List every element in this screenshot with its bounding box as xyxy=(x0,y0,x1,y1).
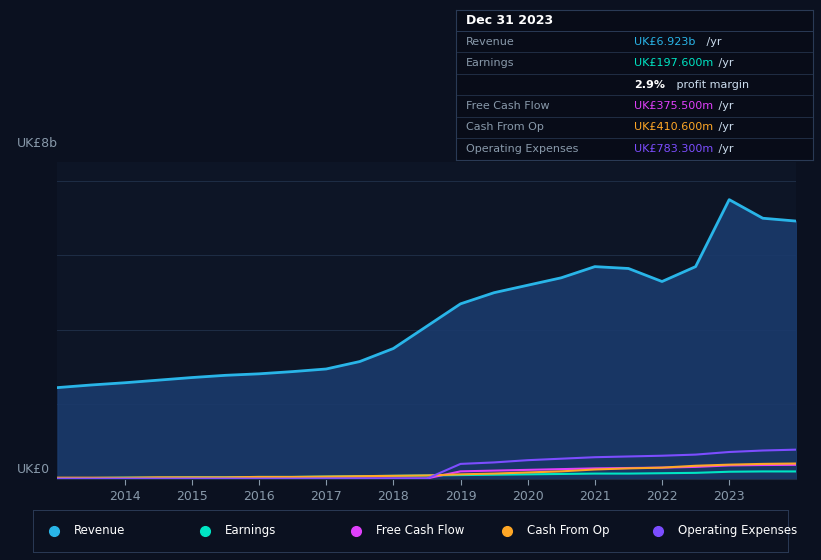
Text: Free Cash Flow: Free Cash Flow xyxy=(376,524,464,537)
Text: /yr: /yr xyxy=(715,144,734,154)
Text: Earnings: Earnings xyxy=(225,524,276,537)
Text: UK£197.600m: UK£197.600m xyxy=(635,58,713,68)
Text: UK£375.500m: UK£375.500m xyxy=(635,101,713,111)
Text: Dec 31 2023: Dec 31 2023 xyxy=(466,14,553,27)
Text: UK£783.300m: UK£783.300m xyxy=(635,144,713,154)
Text: /yr: /yr xyxy=(715,123,734,133)
Text: UK£0: UK£0 xyxy=(17,463,50,475)
Text: UK£8b: UK£8b xyxy=(17,137,57,150)
Text: Revenue: Revenue xyxy=(466,36,515,46)
Text: Revenue: Revenue xyxy=(74,524,125,537)
Text: Free Cash Flow: Free Cash Flow xyxy=(466,101,550,111)
Text: Operating Expenses: Operating Expenses xyxy=(678,524,797,537)
Text: Cash From Op: Cash From Op xyxy=(527,524,609,537)
Text: Cash From Op: Cash From Op xyxy=(466,123,544,133)
Text: Operating Expenses: Operating Expenses xyxy=(466,144,579,154)
Text: UK£410.600m: UK£410.600m xyxy=(635,123,713,133)
Text: /yr: /yr xyxy=(703,36,722,46)
Text: Earnings: Earnings xyxy=(466,58,515,68)
Text: 2.9%: 2.9% xyxy=(635,80,665,90)
Text: profit margin: profit margin xyxy=(672,80,749,90)
Text: UK£6.923b: UK£6.923b xyxy=(635,36,695,46)
Text: /yr: /yr xyxy=(715,101,734,111)
Text: /yr: /yr xyxy=(715,58,734,68)
